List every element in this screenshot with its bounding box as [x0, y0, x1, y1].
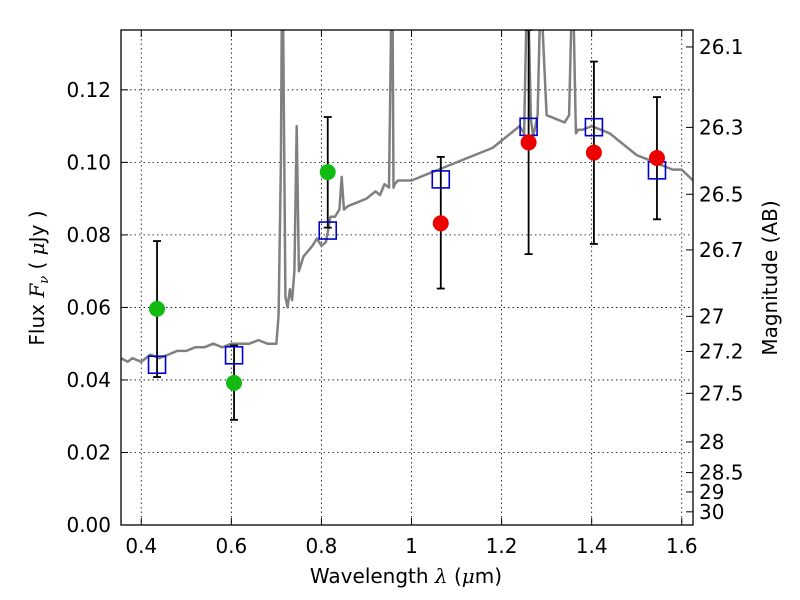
x-tick-label: 1.2 — [486, 534, 518, 558]
x-tick-label: 0.8 — [306, 534, 338, 558]
y-axis-title: Flux Fν ( μJy ) — [25, 210, 52, 345]
plot-area — [121, 30, 693, 421]
mag-tick-label: 29 — [699, 480, 724, 504]
observed-flux-point — [520, 134, 537, 151]
model-photometry-square — [431, 170, 451, 189]
x-axis-title: Wavelength λ (μm) — [310, 564, 502, 588]
y-tick-label: 0.02 — [66, 440, 111, 464]
mag-tick-label: 30 — [699, 500, 724, 524]
y-tick-label: 0.06 — [66, 295, 111, 319]
mag-tick-label: 27 — [699, 304, 724, 328]
y-tick-label: 0.12 — [66, 78, 111, 102]
x-tick-label: 0.6 — [215, 534, 247, 558]
observed-flux-point — [585, 144, 602, 161]
y-tick-label: 0.00 — [66, 513, 111, 537]
observed-flux-point — [319, 164, 336, 181]
y2-axis-title: Magnitude (AB) — [758, 200, 782, 355]
x-tick-label: 1.6 — [666, 534, 698, 558]
model-photometry-square — [224, 345, 244, 365]
mag-tick-label: 28 — [699, 430, 724, 454]
y-tick-label: 0.08 — [66, 223, 111, 247]
observed-flux-point — [432, 215, 449, 232]
sed-model-line — [121, 30, 693, 364]
grid-lines — [121, 30, 693, 526]
observed-flux-point — [648, 150, 665, 167]
observed-flux-point — [149, 300, 166, 317]
plot-frame — [120, 29, 694, 526]
y-tick-label: 0.10 — [66, 150, 111, 174]
mag-tick-label: 27.2 — [699, 339, 744, 363]
mag-tick-label: 26.3 — [699, 115, 744, 139]
model-photometry-square — [584, 117, 604, 137]
x-tick-label: 1.4 — [576, 534, 608, 558]
observed-flux-point — [226, 374, 243, 391]
mag-tick-label: 27.5 — [699, 381, 744, 405]
x-tick-label: 0.4 — [125, 534, 157, 558]
model-photometry-square — [147, 355, 167, 375]
axis-ticks: 0.4 0.6 0.8 1 1.2 1.4 1.6 0.00 0.02 0.04 0.06 0.08 0… — [66, 30, 744, 558]
mag-tick-label: 26.7 — [699, 238, 744, 262]
y-tick-label: 0.04 — [66, 368, 111, 392]
mag-tick-label: 26.5 — [699, 182, 744, 206]
mag-tick-label: 28.5 — [699, 461, 744, 485]
model-photometry-square — [318, 221, 338, 240]
mag-tick-label: 26.1 — [699, 35, 744, 59]
x-tick-label: 1 — [405, 534, 418, 558]
